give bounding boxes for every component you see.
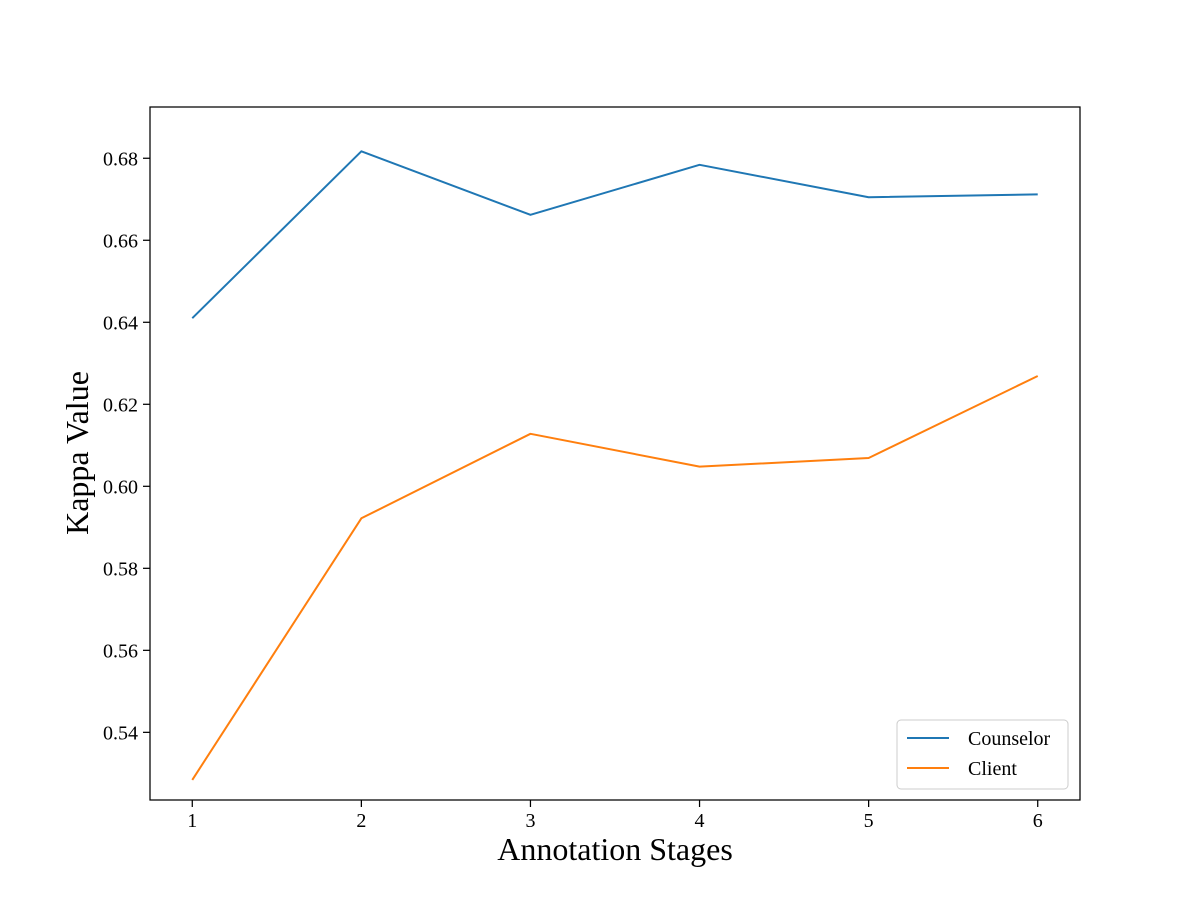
y-tick-label: 0.68 (103, 148, 138, 170)
x-tick-label: 4 (695, 810, 705, 832)
y-tick-label: 0.60 (103, 476, 138, 498)
legend: Counselor Client (897, 720, 1068, 789)
y-tick-label: 0.56 (103, 640, 138, 662)
x-tick-label: 3 (525, 810, 535, 832)
x-tick-label: 1 (187, 810, 197, 832)
y-tick-label: 0.64 (103, 312, 138, 334)
x-axis-label: Annotation Stages (497, 831, 733, 867)
y-tick-label: 0.54 (103, 722, 138, 744)
legend-label-counselor: Counselor (968, 728, 1051, 750)
legend-label-client: Client (968, 758, 1017, 780)
x-tick-label: 6 (1033, 810, 1043, 832)
y-tick-label: 0.62 (103, 394, 138, 416)
x-tick-label: 2 (356, 810, 366, 832)
y-axis-label: Kappa Value (59, 371, 95, 535)
y-tick-label: 0.58 (103, 558, 138, 580)
x-tick-label: 5 (864, 810, 874, 832)
y-tick-label: 0.66 (103, 230, 138, 252)
